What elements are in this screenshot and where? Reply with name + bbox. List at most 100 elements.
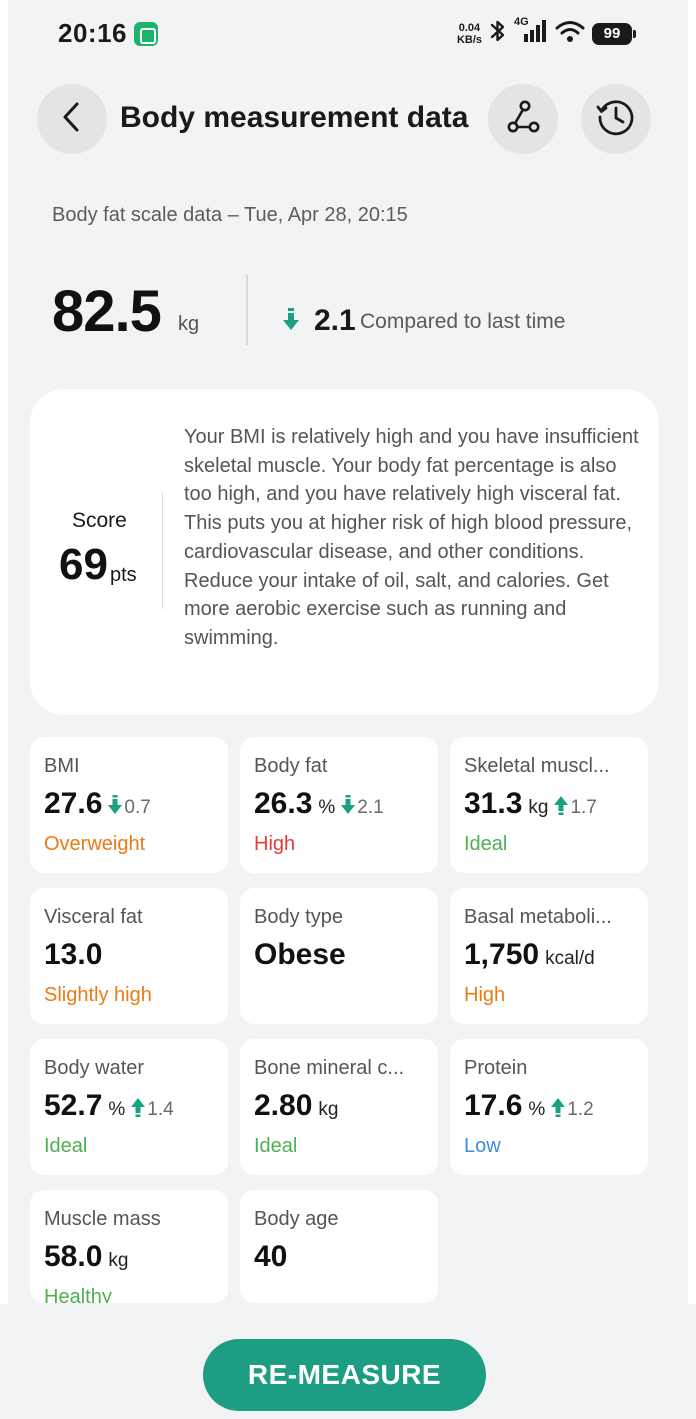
metric-status: High — [254, 833, 296, 855]
metric-value: 27.6 — [44, 787, 103, 820]
status-indicators: 0.04 KB/s 4G 99 — [457, 16, 636, 49]
metric-delta-value: 1.7 — [570, 797, 597, 818]
metric-value: 17.6 — [464, 1089, 523, 1122]
metric-tile[interactable]: BMI 27.6 0.7 Overweight — [30, 737, 228, 873]
score-card[interactable] — [30, 389, 659, 715]
metric-name: Body water — [44, 1057, 145, 1079]
metric-unit: % — [318, 797, 336, 818]
measurement-subtitle: Body fat scale data – Tue, Apr 28, 20:15 — [52, 204, 408, 226]
weight-unit: kg — [178, 313, 200, 335]
weight-divider — [246, 275, 248, 345]
metric-value-row: 40 — [254, 1240, 287, 1274]
history-button[interactable] — [581, 84, 651, 154]
metric-value: 31.3 — [464, 787, 523, 820]
metric-unit: kcal/d — [545, 948, 595, 969]
network-speed-value: 0.04 — [458, 21, 481, 34]
metric-tile[interactable]: Basal metaboli... 1,750 kcal/d High — [450, 888, 648, 1024]
metric-name: Body type — [254, 906, 343, 928]
metric-value: Obese — [254, 938, 346, 971]
metric-value: 13.0 — [44, 938, 103, 971]
metric-delta: 1.7 — [554, 793, 597, 819]
screen-edge-right — [688, 0, 696, 1419]
metric-status: Overweight — [44, 833, 146, 855]
screen-edge-left — [0, 0, 8, 1419]
metric-value: 52.7 — [44, 1089, 103, 1122]
metric-delta-value: 1.4 — [147, 1099, 174, 1120]
share-button[interactable] — [488, 84, 558, 154]
metric-name: Protein — [464, 1057, 528, 1079]
status-time: 20:16 — [58, 18, 127, 48]
metric-value: 2.80 — [254, 1089, 313, 1122]
network-type-label: 4G — [514, 16, 529, 28]
metric-tile[interactable]: Bone mineral c... 2.80 kg Ideal — [240, 1039, 438, 1175]
score-divider — [162, 493, 163, 609]
metric-delta: 2.1 — [341, 793, 384, 819]
metric-value-row: 52.7% 1.4 — [44, 1089, 174, 1123]
metric-name: Body age — [254, 1208, 339, 1230]
metric-unit: kg — [528, 797, 549, 818]
arrow-up-icon — [554, 793, 570, 819]
arrow-up-icon — [131, 1095, 147, 1121]
metric-tile[interactable]: Body fat 26.3% 2.1 High — [240, 737, 438, 873]
metric-value-row: 31.3 kg 1.7 — [464, 787, 597, 821]
network-speed: 0.04 KB/s — [457, 22, 482, 46]
metric-value: 26.3 — [254, 787, 313, 820]
metric-delta: 1.4 — [131, 1095, 174, 1121]
metric-name: Muscle mass — [44, 1208, 161, 1230]
metric-value-row: 1,750 kcal/d — [464, 938, 595, 972]
metric-unit: % — [108, 1099, 126, 1120]
metric-status: Ideal — [464, 833, 508, 855]
arrow-down-icon — [341, 793, 357, 819]
chevron-left-icon — [57, 100, 87, 139]
metric-delta: 0.7 — [108, 793, 151, 819]
metric-name: Body fat — [254, 755, 328, 777]
status-bar: 20:16 0.04 KB/s 4G 99 — [0, 0, 696, 68]
metric-tile[interactable]: Body type Obese — [240, 888, 438, 1024]
metric-name: BMI — [44, 755, 80, 777]
metric-status: Ideal — [44, 1135, 88, 1157]
metric-name: Basal metaboli... — [464, 906, 612, 928]
cellular-signal-icon: 4G — [514, 16, 548, 49]
weight-value: 82.5 — [52, 279, 162, 344]
metric-tile[interactable]: Body age 40 — [240, 1190, 438, 1303]
history-clock-icon — [595, 96, 637, 143]
metric-status: High — [464, 984, 506, 1006]
page-title: Body measurement data — [120, 101, 469, 134]
metric-tile[interactable]: Protein 17.6% 1.2 Low — [450, 1039, 648, 1175]
metric-value-row: 13.0 — [44, 938, 102, 972]
wifi-icon — [554, 18, 586, 49]
metric-unit: kg — [108, 1250, 129, 1271]
bluetooth-icon — [488, 18, 508, 49]
network-speed-unit: KB/s — [456, 33, 482, 46]
metric-status: Low — [464, 1135, 501, 1157]
metric-value: 1,750 — [464, 938, 540, 971]
metric-tile[interactable]: Skeletal muscl... 31.3 kg 1.7 Ideal — [450, 737, 648, 873]
metric-tile[interactable]: Muscle mass 58.0 kg Healthy — [30, 1190, 228, 1303]
metric-status: Healthy — [44, 1286, 112, 1303]
metric-delta-value: 0.7 — [124, 797, 151, 818]
mi-app-icon — [134, 22, 158, 46]
metric-name: Visceral fat — [44, 906, 143, 928]
score-unit: pts — [110, 564, 137, 586]
metric-value-row: Obese — [254, 938, 346, 972]
metric-value-row: 58.0 kg — [44, 1240, 128, 1274]
metric-value-row: 17.6% 1.2 — [464, 1089, 594, 1123]
score-description: Your BMI is relatively high and you have… — [184, 426, 639, 649]
metric-unit: kg — [318, 1099, 339, 1120]
weight-delta-label: Compared to last time — [360, 310, 566, 333]
metric-value-row: 27.6 0.7 — [44, 787, 151, 821]
metric-tile[interactable]: Visceral fat 13.0 Slightly high — [30, 888, 228, 1024]
metric-delta-value: 1.2 — [567, 1099, 594, 1120]
remeasure-button[interactable]: RE-MEASURE — [203, 1339, 486, 1411]
score-label: Score — [72, 509, 127, 532]
metric-tile[interactable]: Body water 52.7% 1.4 Ideal — [30, 1039, 228, 1175]
arrow-up-icon — [551, 1095, 567, 1121]
metric-value: 40 — [254, 1240, 288, 1273]
metric-value-row: 2.80 kg — [254, 1089, 338, 1123]
metric-name: Skeletal muscl... — [464, 755, 610, 777]
back-button[interactable] — [37, 84, 107, 154]
arrow-down-icon — [108, 793, 124, 819]
metric-unit: % — [528, 1099, 546, 1120]
metric-status: Slightly high — [44, 984, 152, 1006]
metric-name: Bone mineral c... — [254, 1057, 405, 1079]
